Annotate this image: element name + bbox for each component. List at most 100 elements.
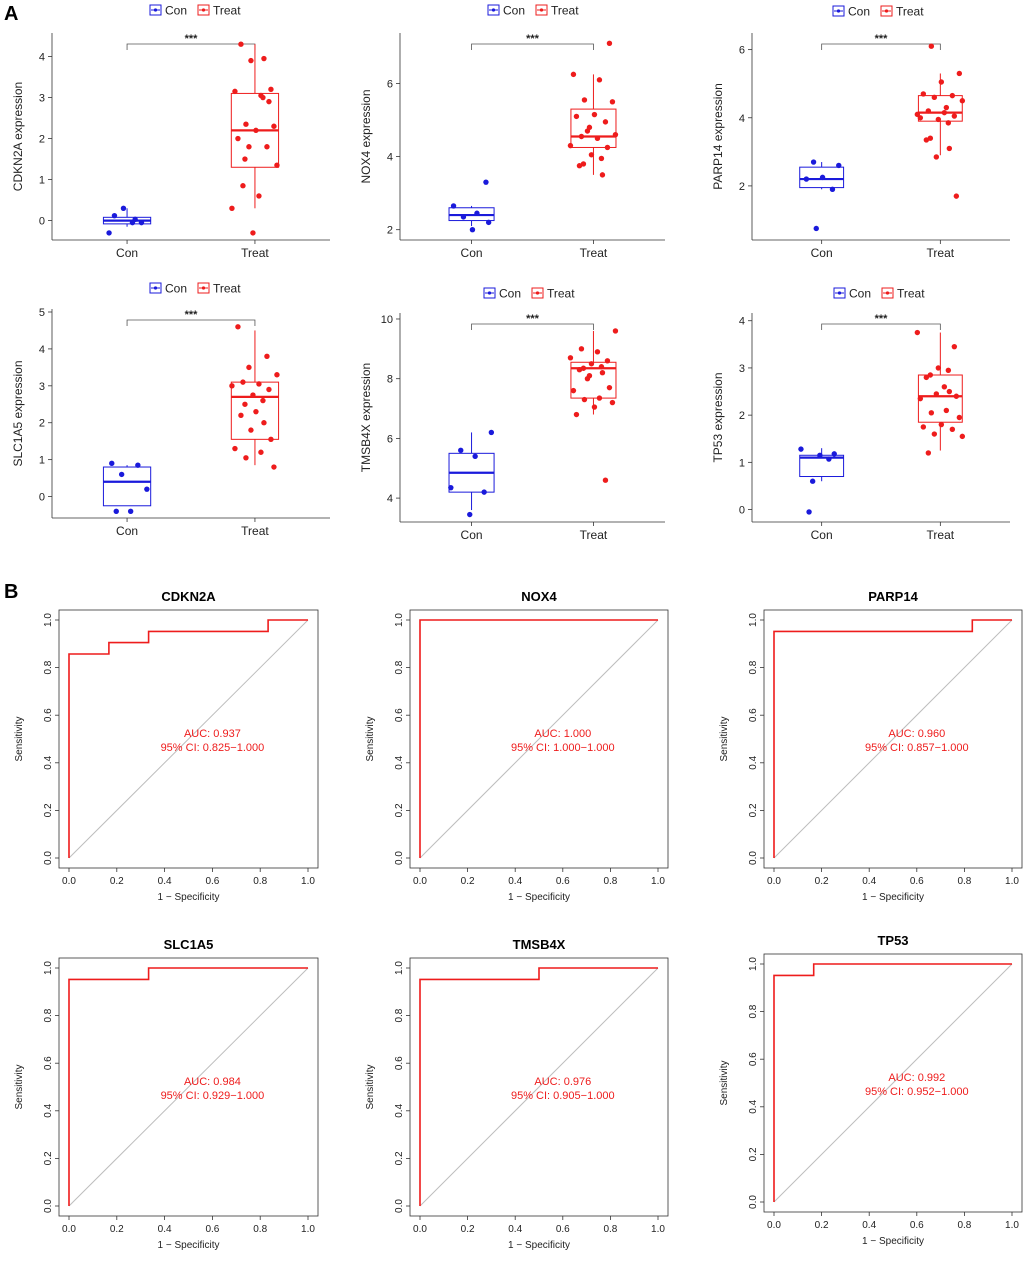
data-point-treat bbox=[933, 391, 940, 397]
y-tick-label: 0.8 bbox=[43, 1008, 54, 1022]
y-tick-label: 0.2 bbox=[43, 1151, 54, 1165]
legend-swatch-dot bbox=[153, 8, 158, 12]
legend-swatch-treat bbox=[881, 287, 894, 299]
legend-swatch-treat bbox=[880, 5, 893, 17]
data-point-treat bbox=[598, 155, 605, 162]
data-point-treat bbox=[261, 55, 267, 62]
y-tick-label: 0.6 bbox=[748, 708, 759, 722]
data-point-treat bbox=[243, 455, 249, 461]
legend-label-con: Con bbox=[499, 287, 521, 301]
y-tick-label: 6 bbox=[739, 45, 745, 57]
data-point-con bbox=[481, 489, 487, 495]
x-tick-label: 1.0 bbox=[651, 1224, 665, 1235]
box-con bbox=[448, 432, 495, 511]
data-point-treat bbox=[573, 411, 580, 418]
y-tick-label: 1 bbox=[39, 175, 45, 187]
y-tick-label: 0.0 bbox=[43, 851, 54, 865]
roc-title: PARP14 bbox=[868, 589, 918, 604]
data-point-con bbox=[810, 159, 817, 165]
data-point-con bbox=[809, 478, 816, 484]
data-point-treat bbox=[606, 384, 613, 391]
data-point-treat bbox=[243, 121, 249, 127]
boxplot-cdkn2a: Con Treat 0 1 2 3 4 Con Treat CDKN2A expression **… bbox=[11, 4, 330, 260]
data-point-treat bbox=[271, 123, 277, 129]
roc-tp53: TP53 0.0 0.0 0.2 0.2 0.4 0.4 0.6 0.6 0.8 0.8 1.0 1.0… bbox=[719, 933, 1023, 1247]
data-point-treat bbox=[935, 365, 942, 371]
panel-label-b: B bbox=[4, 581, 18, 603]
y-tick-label: 3 bbox=[739, 363, 745, 375]
roc-parp14: PARP14 0.0 0.0 0.2 0.2 0.4 0.4 0.6 0.6 0.8 0.8 1.0 1… bbox=[719, 589, 1023, 903]
auc-label: AUC: 0.960 bbox=[888, 728, 945, 740]
y-tick-label: 0 bbox=[39, 492, 45, 504]
y-tick-label: 4 bbox=[739, 113, 745, 125]
legend: Con Treat bbox=[483, 287, 575, 301]
data-point-treat bbox=[570, 387, 577, 394]
data-point-treat bbox=[576, 367, 583, 373]
y-tick-label: 3 bbox=[39, 381, 45, 393]
legend-swatch-treat bbox=[535, 4, 548, 16]
data-point-treat bbox=[949, 426, 956, 433]
reference-diagonal bbox=[419, 967, 659, 1207]
x-tick-label: 0.4 bbox=[862, 1220, 876, 1231]
data-point-treat bbox=[953, 193, 960, 199]
data-point-treat bbox=[268, 436, 274, 443]
data-point-treat bbox=[581, 396, 588, 403]
x-tick-label-con: Con bbox=[461, 246, 483, 260]
y-tick-label: 6 bbox=[387, 79, 393, 91]
y-tick-label: 1 bbox=[739, 457, 745, 469]
legend-swatch-treat bbox=[197, 4, 210, 16]
x-axis-title: 1 − Specificity bbox=[862, 892, 924, 903]
data-point-treat bbox=[945, 120, 952, 126]
y-axis-title: PARP14 expression bbox=[711, 83, 725, 190]
y-axis-title: TMSB4X expression bbox=[359, 363, 373, 472]
plot-frame bbox=[58, 609, 319, 869]
data-point-treat bbox=[235, 324, 241, 330]
x-tick-label: 1.0 bbox=[1005, 1220, 1019, 1231]
ci-label: 95% CI: 0.905−1.000 bbox=[511, 1090, 615, 1102]
y-tick-label: 0.2 bbox=[394, 1151, 405, 1165]
significance-label: *** bbox=[875, 313, 889, 325]
data-point-treat bbox=[951, 113, 958, 119]
x-tick-label-con: Con bbox=[811, 246, 833, 260]
roc-nox4: NOX4 0.0 0.0 0.2 0.2 0.4 0.4 0.6 0.6 0.8 0.8 1.0 1.0… bbox=[365, 589, 669, 903]
legend: Con Treat bbox=[832, 5, 924, 19]
y-tick-label: 1.0 bbox=[748, 613, 759, 627]
y-axis-title: Sensitivity bbox=[719, 716, 730, 761]
reference-diagonal bbox=[68, 619, 309, 859]
data-point-treat bbox=[612, 328, 619, 334]
data-point-con bbox=[829, 186, 836, 193]
y-axis-title: SLC1A5 expression bbox=[11, 360, 25, 466]
x-tick-label: 0.0 bbox=[413, 1224, 427, 1235]
panel-label-a: A bbox=[4, 3, 18, 25]
x-tick-label-treat: Treat bbox=[580, 246, 608, 260]
legend-swatch-treat bbox=[197, 282, 210, 294]
auc-label: AUC: 0.937 bbox=[184, 728, 241, 740]
legend-swatch-dot bbox=[885, 291, 890, 295]
data-point-treat bbox=[917, 115, 924, 121]
data-point-con bbox=[817, 452, 823, 458]
box-rect bbox=[917, 374, 963, 423]
legend: Con Treat bbox=[487, 4, 579, 18]
data-point-treat bbox=[246, 144, 252, 150]
data-point-treat bbox=[609, 399, 616, 406]
data-point-treat bbox=[264, 353, 270, 359]
data-point-treat bbox=[573, 113, 580, 120]
data-point-treat bbox=[941, 384, 948, 390]
legend-label-treat: Treat bbox=[896, 5, 924, 19]
data-point-con bbox=[460, 214, 467, 220]
data-point-treat bbox=[229, 205, 235, 211]
y-tick-label: 0.0 bbox=[394, 1199, 405, 1213]
y-tick-label: 10 bbox=[381, 314, 393, 326]
plot-frame bbox=[409, 609, 669, 869]
legend-swatch-con bbox=[149, 4, 162, 16]
x-tick-label: 0.2 bbox=[461, 876, 475, 887]
x-tick-label: 0.8 bbox=[253, 1224, 267, 1235]
y-tick-label: 0.6 bbox=[394, 1056, 405, 1070]
roc-slc1a5: SLC1A5 0.0 0.0 0.2 0.2 0.4 0.4 0.6 0.6 0.8 0.8 1.0 1… bbox=[14, 937, 319, 1251]
data-point-treat bbox=[594, 349, 601, 355]
data-point-con bbox=[106, 230, 112, 236]
y-tick-label: 3 bbox=[39, 93, 45, 105]
boxplot-tp53: Con Treat 0 1 2 3 4 Con Treat TP53 expression *** bbox=[711, 287, 1010, 542]
y-axis-title: TP53 expression bbox=[711, 372, 725, 462]
legend-label-treat: Treat bbox=[551, 4, 579, 18]
